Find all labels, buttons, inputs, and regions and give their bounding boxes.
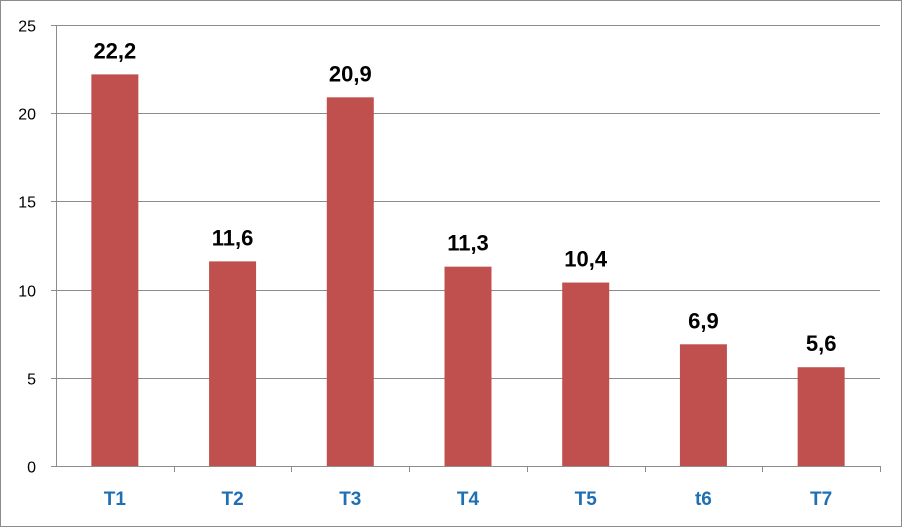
x-tick-label: t6 (695, 489, 712, 510)
bar-T3 (326, 97, 374, 466)
bar-T2 (209, 261, 257, 466)
data-label: 10,4 (564, 247, 608, 272)
x-tick-label: T5 (575, 489, 598, 510)
bar-t6 (679, 344, 727, 466)
data-labels: 22,2 11,6 20,9 11,3 10,4 6,9 5,6 (93, 38, 836, 356)
bar-T7 (797, 367, 845, 466)
x-tick-label: T7 (810, 489, 832, 510)
y-tick-label: 0 (27, 460, 36, 477)
data-label: 6,9 (688, 308, 719, 333)
data-label: 22,2 (93, 38, 136, 63)
x-tick-label: T3 (339, 489, 361, 510)
x-tick-label: T2 (221, 489, 243, 510)
bars (91, 74, 845, 466)
x-axis: T1 T2 T3 T4 T5 t6 T7 (56, 466, 881, 510)
y-axis: 0 5 10 15 20 25 (18, 19, 57, 477)
data-label: 11,6 (212, 225, 254, 250)
gridlines (56, 25, 880, 379)
data-label: 5,6 (806, 331, 837, 356)
bar-T1 (91, 74, 139, 466)
y-tick-label: 5 (27, 372, 36, 389)
y-tick-label: 10 (18, 284, 36, 301)
y-tick-label: 15 (18, 195, 36, 212)
x-tick-label: T4 (457, 489, 480, 510)
bar-T4 (444, 266, 492, 466)
y-tick-label: 25 (18, 19, 36, 36)
data-label: 11,3 (447, 231, 489, 256)
x-tick-label: T1 (104, 489, 127, 510)
data-label: 20,9 (329, 61, 372, 86)
y-tick-label: 20 (18, 107, 36, 124)
bar-T5 (562, 282, 610, 466)
